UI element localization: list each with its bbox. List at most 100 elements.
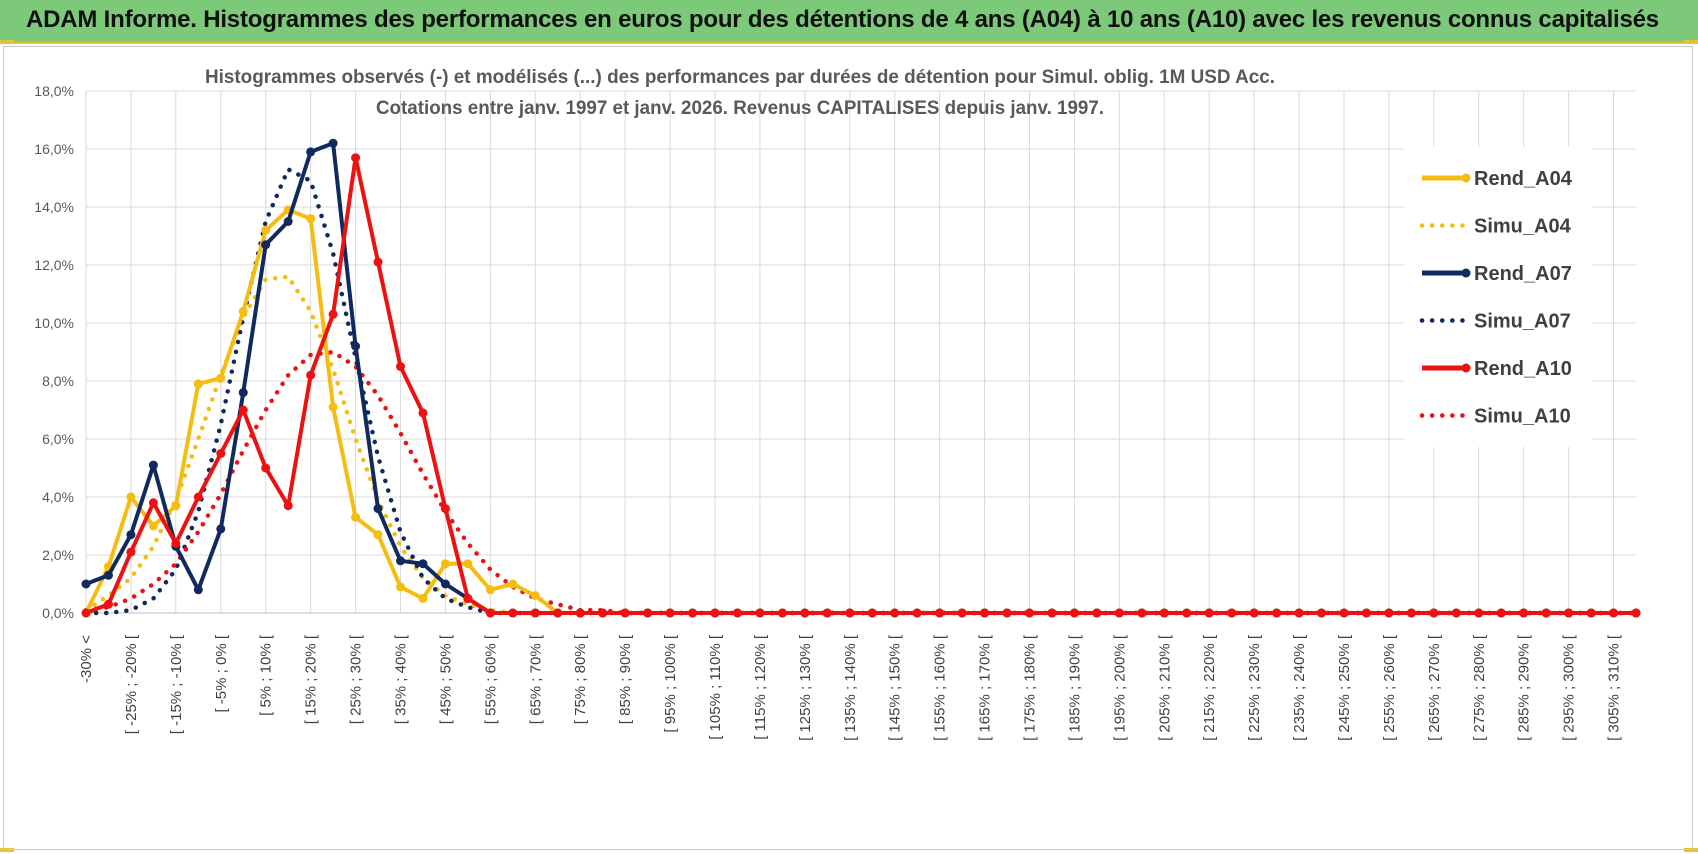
- data-point: [665, 608, 675, 618]
- x-tick-label: [ 125% ; 130% [: [797, 634, 814, 741]
- data-point: [440, 559, 450, 569]
- x-tick-label: [ 165% ; 170% [: [977, 634, 994, 741]
- series-layer: [81, 138, 1641, 618]
- data-point: [553, 608, 563, 618]
- data-point: [216, 524, 226, 534]
- data-point: [1272, 608, 1282, 618]
- x-tick-label: [ 95% ; 100% [: [662, 634, 679, 732]
- data-point: [485, 608, 495, 618]
- x-tick-label: [ 225% ; 230% [: [1246, 634, 1263, 741]
- data-point: [598, 608, 608, 618]
- data-point: [1317, 608, 1327, 618]
- data-point: [238, 405, 248, 415]
- data-point: [418, 594, 428, 603]
- data-point: [1249, 608, 1259, 618]
- x-tick-label: [ 135% ; 140% [: [842, 634, 859, 741]
- data-point: [688, 608, 698, 618]
- data-point: [957, 608, 967, 618]
- series-line: [85, 141, 1636, 615]
- data-point: [1631, 608, 1641, 618]
- y-axis-ticks: 0,0% 2,0% 4,0% 6,0% 8,0% 10,0% 12,0% 14,0% 16,0%…: [34, 83, 74, 621]
- x-tick-label: [ 65% ; 70% [: [527, 634, 544, 724]
- data-point: [261, 225, 271, 235]
- data-point: [1069, 608, 1079, 618]
- data-point: [238, 306, 248, 316]
- legend-item: Simu_A10: [1419, 406, 1571, 428]
- data-point: [1541, 608, 1551, 618]
- report-banner: ADAM Informe. Histogrammes des performan…: [0, 0, 1698, 44]
- series-simu-a04: [83, 274, 1639, 616]
- data-point: [1586, 608, 1596, 618]
- legend-label: Rend_A04: [1474, 168, 1573, 190]
- data-point: [126, 530, 136, 540]
- data-point: [643, 608, 653, 618]
- data-point: [126, 547, 136, 557]
- data-point: [485, 585, 495, 595]
- data-point: [238, 388, 248, 398]
- chart-legend: Rend_A04 Simu_A04 Rend_A07 Simu_A07 Rend_A10…: [1404, 147, 1592, 447]
- data-point: [1609, 608, 1619, 618]
- legend-label: Simu_A10: [1474, 406, 1571, 428]
- data-point: [148, 521, 158, 531]
- corner-marker-left: [0, 40, 14, 44]
- data-point: [1429, 608, 1439, 618]
- series-rend-a10: [81, 153, 1641, 618]
- legend-label: Simu_A04: [1474, 216, 1572, 238]
- data-point: [193, 379, 203, 389]
- series-line: [83, 167, 1639, 616]
- x-tick-label: [ 215% ; 220% [: [1201, 634, 1218, 741]
- data-point: [216, 449, 226, 458]
- x-tick-label: [ 155% ; 160% [: [932, 634, 949, 741]
- data-point: [306, 147, 316, 157]
- data-point: [148, 498, 158, 508]
- legend-item: Rend_A07: [1422, 263, 1572, 285]
- data-point: [373, 530, 383, 540]
- corner-marker-bottom-left: [0, 848, 14, 852]
- x-tick-label: [ 195% ; 200% [: [1111, 634, 1128, 741]
- corner-marker-right: [1684, 40, 1698, 44]
- data-point: [261, 240, 271, 250]
- data-point: [1339, 608, 1349, 618]
- x-tick-label: [ 75% ; 80% [: [572, 634, 589, 724]
- y-tick-label: 12,0%: [34, 257, 74, 273]
- legend-item: Simu_A07: [1419, 311, 1571, 333]
- x-axis-ticks: -30% < [ -25% ; -20% [[ -15% ; -10% [[ -5…: [78, 634, 1623, 741]
- data-point: [1406, 608, 1416, 618]
- y-tick-label: 14,0%: [34, 199, 74, 215]
- x-tick-label: [ -25% ; -20% [: [123, 634, 140, 734]
- data-point: [1047, 608, 1057, 618]
- data-point: [1294, 608, 1304, 618]
- data-point: [328, 138, 338, 148]
- x-tick-label: [ 185% ; 190% [: [1066, 634, 1083, 741]
- data-point: [328, 309, 338, 319]
- data-point: [890, 608, 900, 618]
- legend-background: [1404, 147, 1592, 447]
- data-point: [508, 608, 518, 618]
- x-tick-label: [ 15% ; 20% [: [303, 634, 320, 724]
- x-tick-label: [ 5% ; 10% [: [258, 634, 275, 716]
- data-point: [373, 504, 383, 514]
- legend-marker: [1461, 268, 1471, 278]
- data-point: [306, 214, 316, 224]
- data-point: [193, 492, 203, 502]
- report-title: ADAM Informe. Histogrammes des performan…: [26, 6, 1659, 33]
- data-point: [395, 556, 405, 566]
- x-tick-label: [ 35% ; 40% [: [392, 634, 409, 724]
- legend-item: Simu_A04: [1419, 216, 1572, 238]
- x-tick-label: [ 255% ; 260% [: [1381, 634, 1398, 741]
- data-point: [193, 585, 203, 595]
- data-point: [575, 608, 585, 618]
- data-point: [845, 608, 855, 618]
- y-tick-label: 2,0%: [42, 547, 74, 563]
- data-point: [103, 570, 113, 580]
- data-point: [755, 608, 765, 618]
- data-point: [283, 217, 293, 226]
- data-point: [1002, 608, 1012, 618]
- legend-label: Rend_A07: [1474, 263, 1572, 285]
- x-tick-label: [ 205% ; 210% [: [1156, 634, 1173, 741]
- data-point: [980, 608, 990, 618]
- y-tick-label: 16,0%: [34, 141, 74, 157]
- series-simu-a07: [83, 167, 1639, 616]
- data-point: [1474, 608, 1484, 618]
